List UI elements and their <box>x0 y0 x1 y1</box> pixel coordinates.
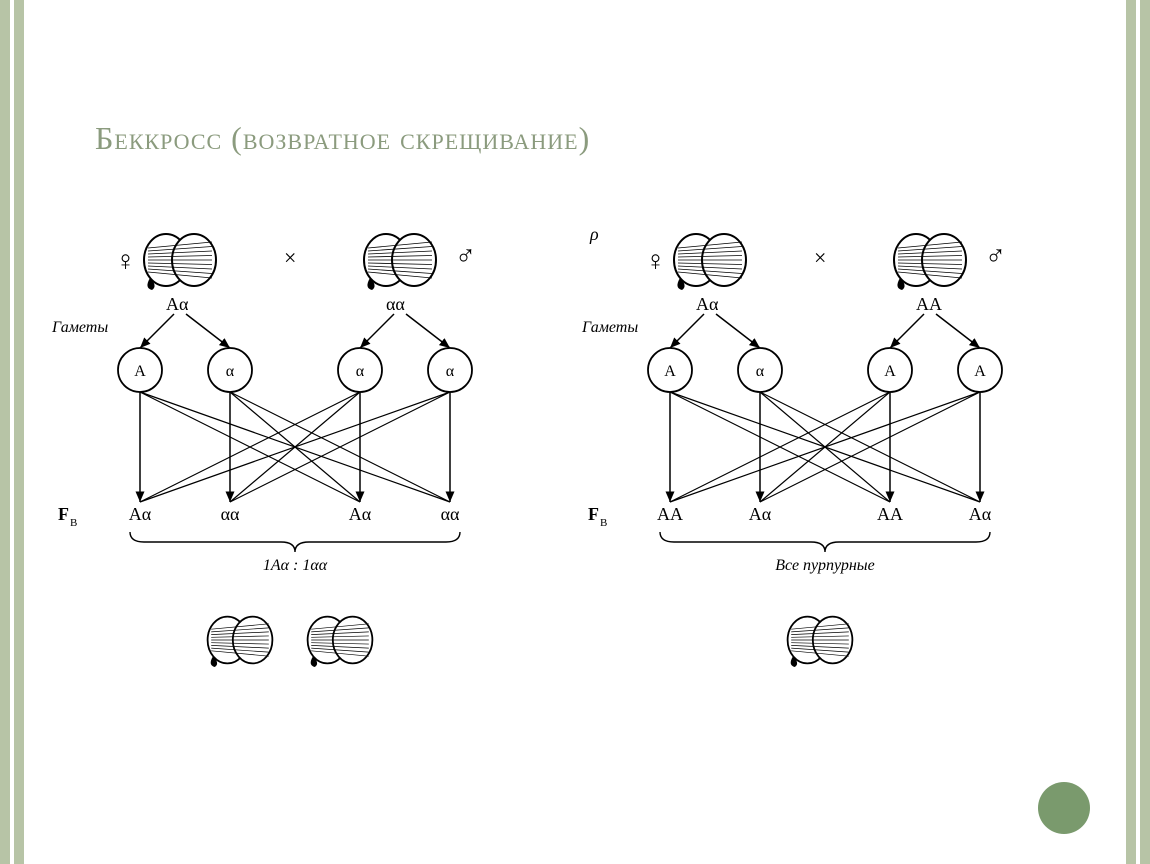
svg-text:АА: АА <box>916 294 942 314</box>
svg-text:αα: αα <box>441 504 460 524</box>
svg-text:×: × <box>284 245 296 270</box>
svg-text:Все пурпурные: Все пурпурные <box>775 557 874 574</box>
genetic-cross-diagram: ♀×♂АαααГаметыАαααFВАαααАααα1Аα : 1ααρ♀×♂… <box>50 200 1100 720</box>
svg-text:АА: АА <box>657 504 683 524</box>
svg-text:αα: αα <box>386 294 405 314</box>
svg-text:А: А <box>664 363 676 380</box>
right-rail <box>1126 0 1150 864</box>
svg-text:♂: ♂ <box>985 241 1006 272</box>
svg-text:α: α <box>356 363 365 380</box>
svg-text:Аα: Аα <box>696 294 719 314</box>
svg-text:А: А <box>884 363 896 380</box>
svg-text:В: В <box>70 517 77 529</box>
svg-text:А: А <box>974 363 986 380</box>
svg-text:♀: ♀ <box>115 246 136 277</box>
svg-text:αα: αα <box>221 504 240 524</box>
left-rail <box>0 0 24 864</box>
svg-text:♂: ♂ <box>455 241 476 272</box>
svg-text:Аα: Аα <box>129 504 152 524</box>
svg-text:Гаметы: Гаметы <box>581 319 638 336</box>
svg-text:А: А <box>134 363 146 380</box>
svg-text:F: F <box>58 504 69 524</box>
svg-text:α: α <box>756 363 765 380</box>
svg-text:Аα: Аα <box>166 294 189 314</box>
svg-text:Гаметы: Гаметы <box>51 319 108 336</box>
svg-text:♀: ♀ <box>645 246 666 277</box>
svg-text:ρ: ρ <box>589 224 599 244</box>
svg-text:Аα: Аα <box>749 504 772 524</box>
svg-text:α: α <box>446 363 455 380</box>
svg-text:Аα: Аα <box>969 504 992 524</box>
svg-text:×: × <box>814 245 826 270</box>
svg-text:АА: АА <box>877 504 903 524</box>
svg-text:F: F <box>588 504 599 524</box>
svg-text:В: В <box>600 517 607 529</box>
svg-text:α: α <box>226 363 235 380</box>
slide-title: Беккросс (возвратное скрещивание) <box>95 120 590 157</box>
svg-text:Аα: Аα <box>349 504 372 524</box>
svg-text:1Аα : 1αα: 1Аα : 1αα <box>263 557 328 574</box>
diagram-area: ♀×♂АαααГаметыАαααFВАαααАααα1Аα : 1ααρ♀×♂… <box>50 200 1100 720</box>
accent-circle-icon <box>1038 782 1090 834</box>
